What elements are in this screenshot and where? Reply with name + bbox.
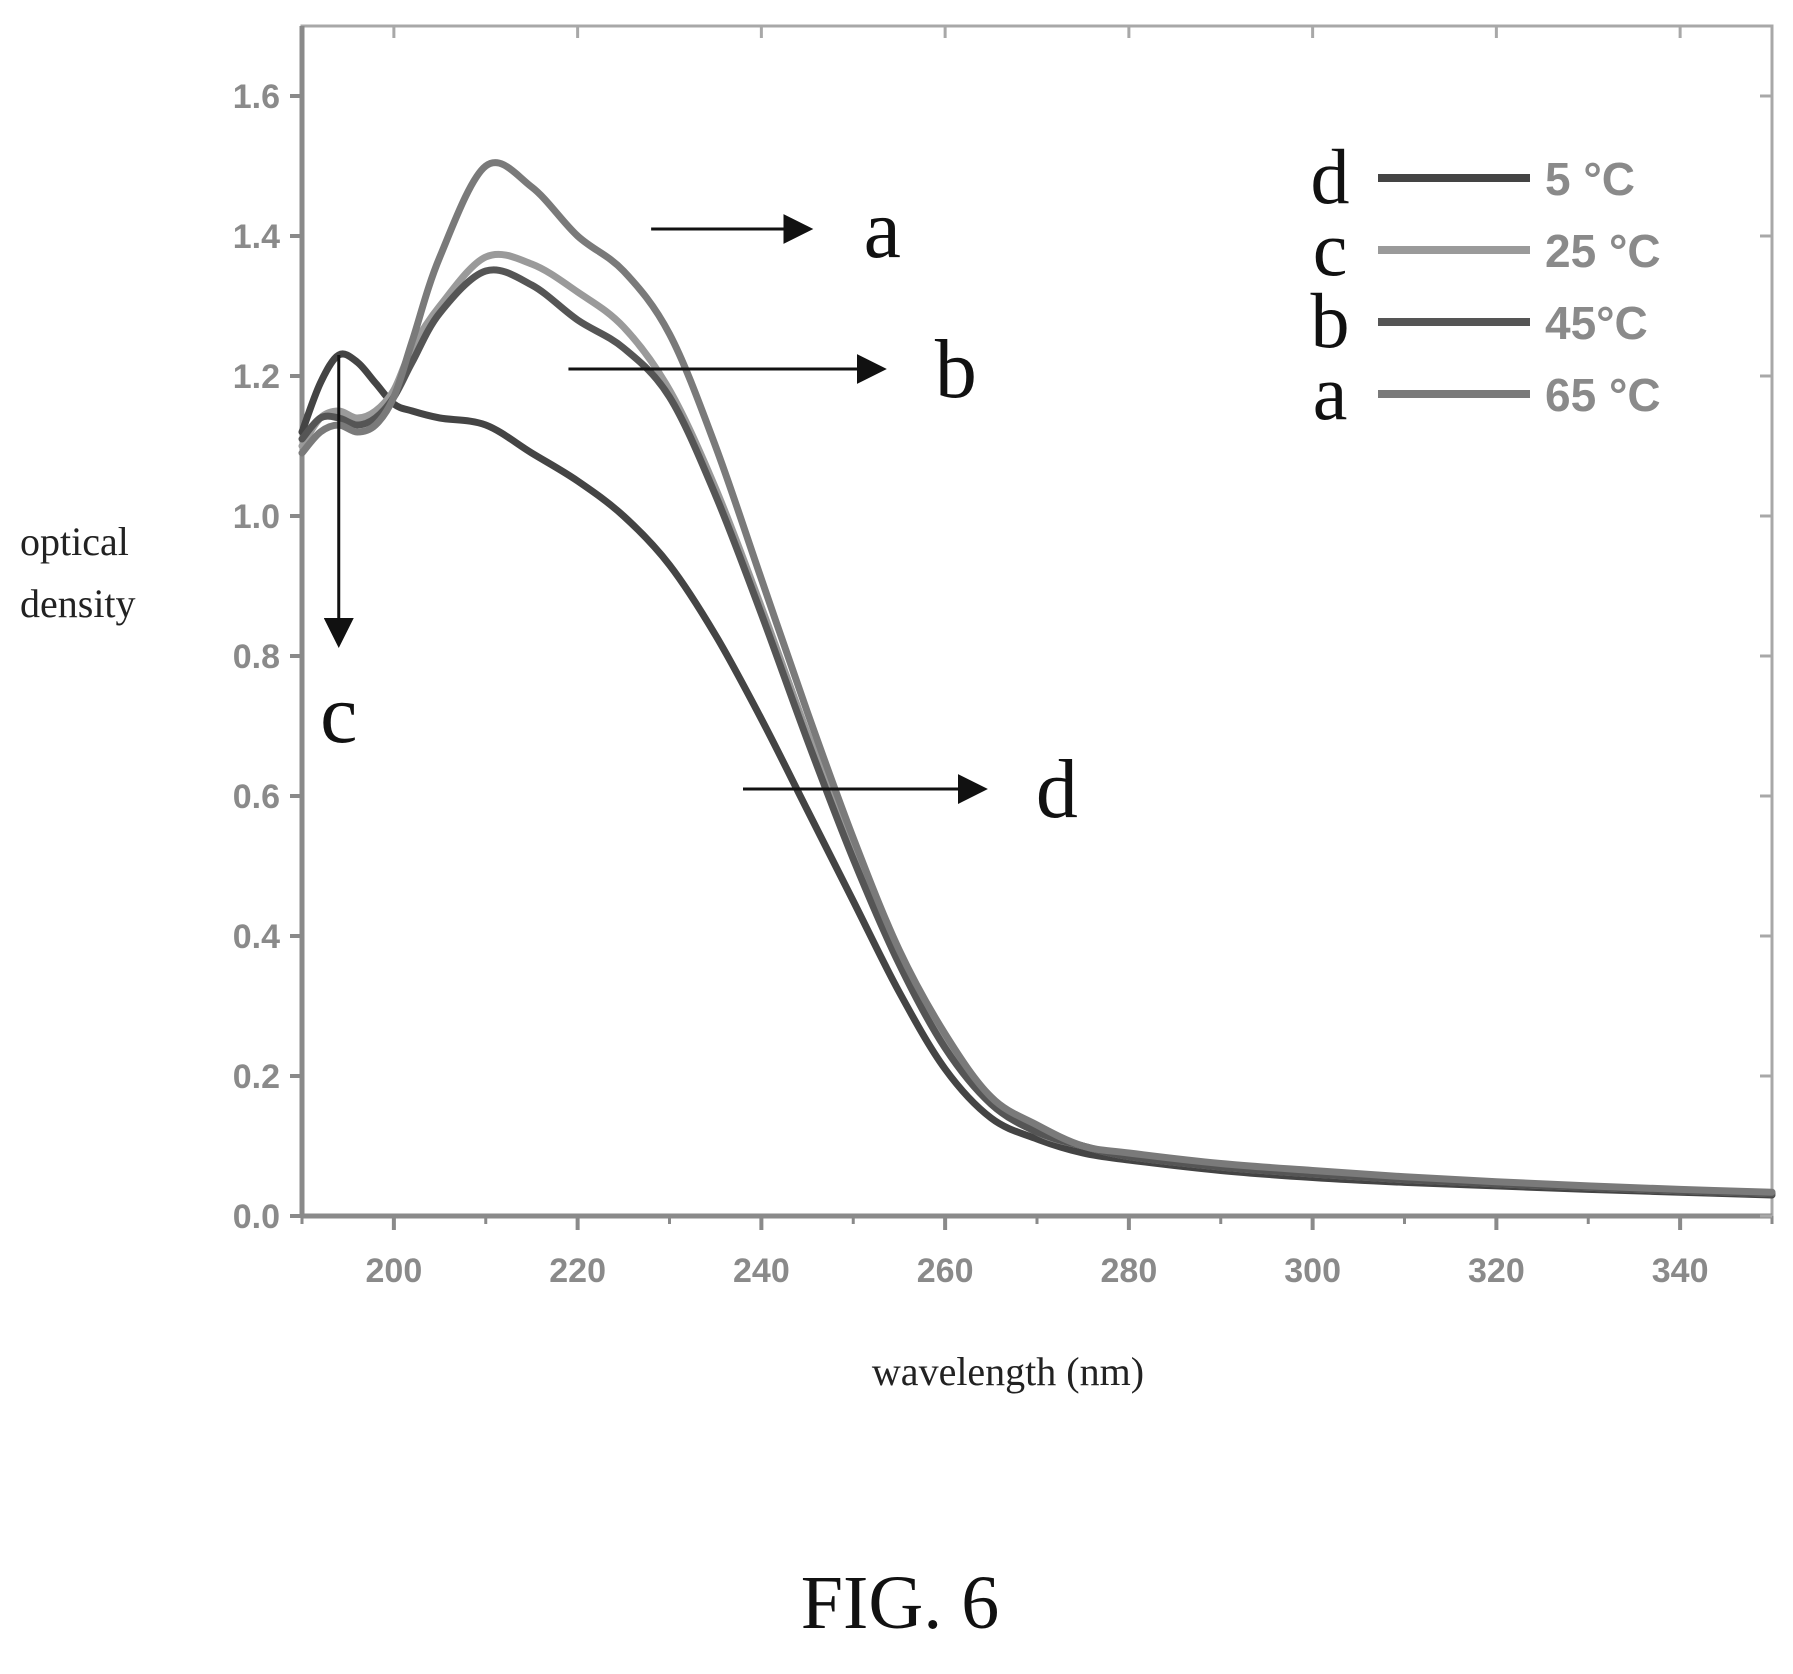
y-tick-label: 0.6 bbox=[233, 778, 280, 816]
legend-label-a: 65 °C bbox=[1545, 369, 1661, 421]
y-tick-label: 0.8 bbox=[233, 638, 280, 676]
y-tick-label: 1.2 bbox=[233, 358, 280, 396]
y-tick-label: 0.2 bbox=[233, 1058, 280, 1096]
y-tick-label: 1.6 bbox=[233, 78, 280, 116]
legend-label-c: 25 °C bbox=[1545, 225, 1661, 277]
series-layer bbox=[298, 159, 1776, 1199]
annotation-label-b: b bbox=[935, 323, 977, 416]
x-axis-ticks: 200 220 240 260 280 300 320 340 bbox=[300, 26, 1774, 1290]
legend-label-b: 45°C bbox=[1545, 297, 1648, 349]
y-tick-label: 0.4 bbox=[233, 918, 280, 956]
legend-letter-a: a bbox=[1313, 349, 1348, 436]
x-tick-label: 300 bbox=[1284, 1252, 1341, 1290]
x-tick-label: 280 bbox=[1101, 1252, 1158, 1290]
legend-letter-d: d bbox=[1311, 133, 1350, 220]
series-line-a bbox=[298, 159, 1776, 1196]
legend-letter-c: c bbox=[1313, 205, 1348, 292]
y-tick-label: 1.0 bbox=[233, 498, 280, 536]
x-tick-label: 340 bbox=[1652, 1252, 1709, 1290]
y-axis-title-line-2: density bbox=[20, 581, 136, 626]
x-tick-label: 320 bbox=[1468, 1252, 1525, 1290]
annotation-layer: ab c d bbox=[320, 183, 1078, 836]
annotation-label-c: c bbox=[320, 668, 357, 761]
y-axis-ticks: 0.0 0.2 0.4 0.6 0.8 1.0 1.2 1.4 1.6 bbox=[233, 78, 1772, 1236]
legend: d 5 °C c 25 °C b 45°C a 65 °C bbox=[1311, 133, 1661, 436]
legend-letter-b: b bbox=[1311, 277, 1350, 364]
figure-caption: FIG. 6 bbox=[801, 1561, 999, 1645]
x-tick-label: 220 bbox=[549, 1252, 606, 1290]
x-tick-label: 200 bbox=[366, 1252, 423, 1290]
x-tick-label: 240 bbox=[733, 1252, 790, 1290]
annotation-label-d: d bbox=[1036, 743, 1078, 836]
y-tick-label: 1.4 bbox=[233, 218, 280, 256]
y-tick-label: 0.0 bbox=[233, 1198, 280, 1236]
annotation-label-a: a bbox=[864, 183, 901, 276]
legend-label-d: 5 °C bbox=[1545, 153, 1635, 205]
y-axis-title-line-1: optical bbox=[20, 519, 129, 564]
x-axis-title: wavelength (nm) bbox=[872, 1349, 1144, 1394]
x-tick-label: 260 bbox=[917, 1252, 974, 1290]
